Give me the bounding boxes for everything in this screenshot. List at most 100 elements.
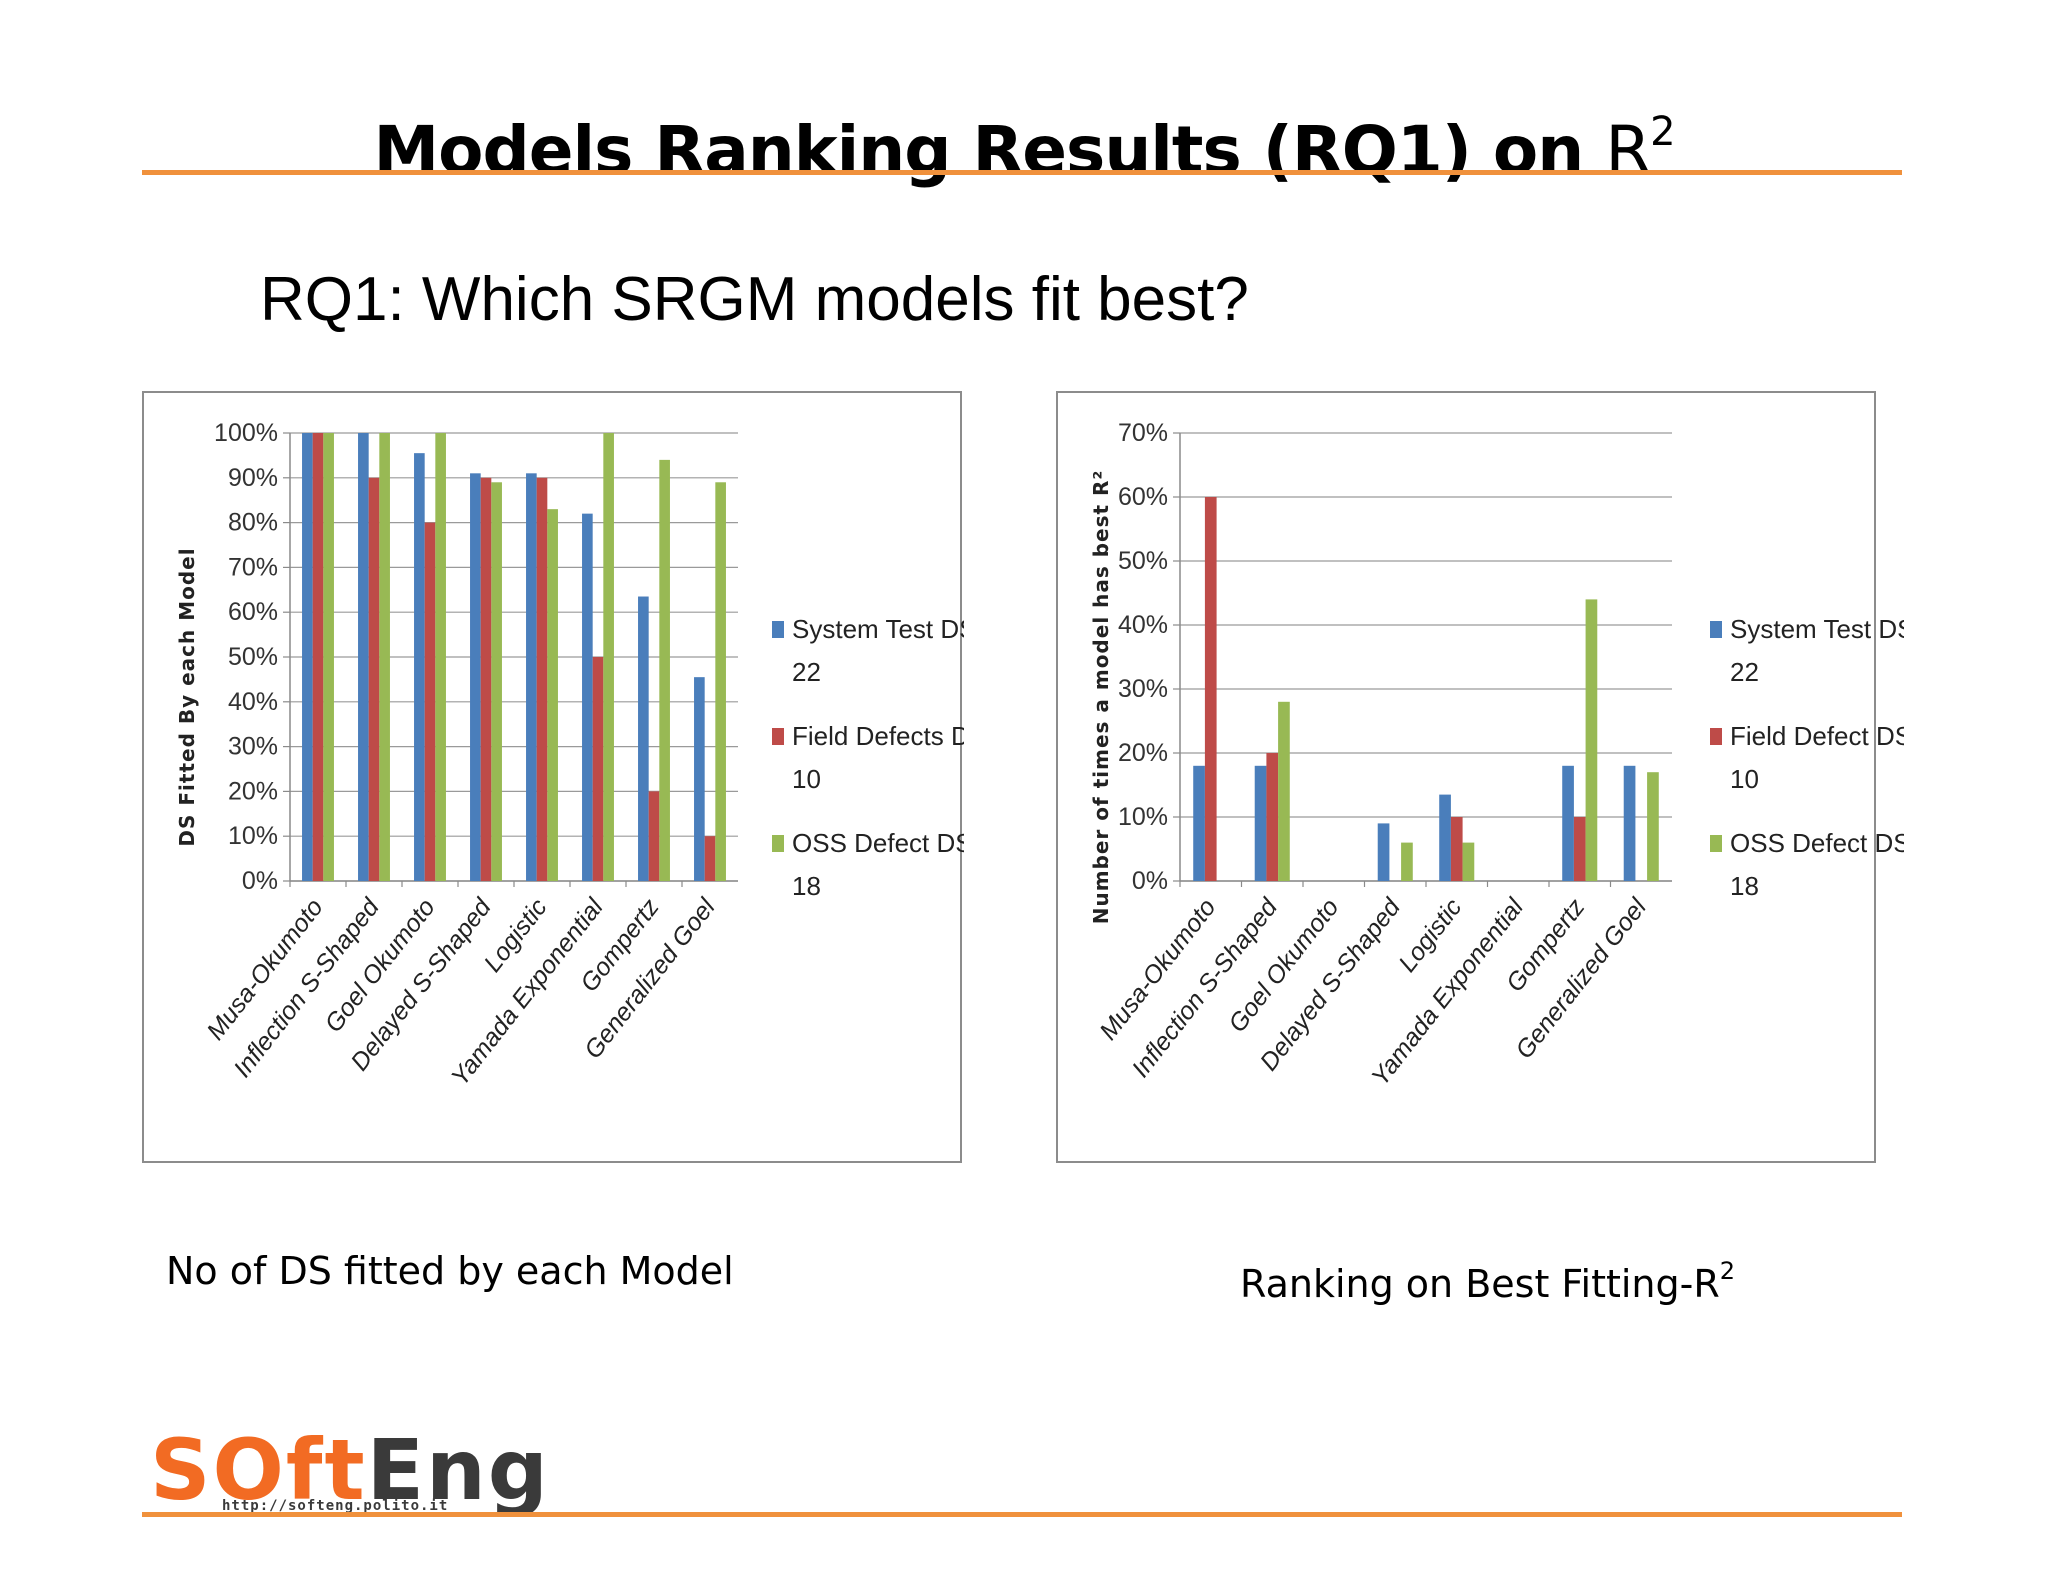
chart1-bar <box>1254 765 1267 881</box>
chart0-ytick-label: 90% <box>228 464 278 492</box>
chart0-ytick-label: 10% <box>228 822 278 850</box>
chart0-legend-label: System Test DS <box>792 614 964 644</box>
chart1-bar <box>1573 817 1586 881</box>
chart1-ytick-label: 20% <box>1118 739 1168 767</box>
chart1-ytick-label: 30% <box>1118 675 1168 703</box>
chart1-ytick-label: 60% <box>1118 483 1168 511</box>
chart0-bar <box>368 477 380 881</box>
chart0-bar <box>379 433 390 881</box>
chart0-legend-count: 22 <box>792 657 821 687</box>
chart1-ytick-label: 40% <box>1118 611 1168 639</box>
chart1-bar <box>1439 794 1451 881</box>
chart1-bar <box>1562 765 1574 881</box>
chart0-bar <box>648 791 660 881</box>
chart0-legend-count: 10 <box>792 764 821 794</box>
chart1-category-label: Goel Okumoto <box>1223 893 1344 1037</box>
chart1-bar <box>1623 765 1636 881</box>
caption-right: Ranking on Best Fitting-R2 <box>1240 1246 1735 1309</box>
chart1-bar <box>1462 842 1475 881</box>
chart0-bar <box>536 477 548 881</box>
chart1-legend-count: 18 <box>1730 871 1759 901</box>
chart0-bar <box>312 433 324 881</box>
slide-title: Models Ranking Results (RQ1) on R2 <box>0 92 2048 191</box>
chart0-bar <box>694 677 705 881</box>
logo-word-orange: SOft <box>150 1421 367 1519</box>
chart0-legend-swatch <box>772 835 784 852</box>
logo-word-dark: Eng <box>366 1421 550 1519</box>
caption-right-text: Ranking on Best Fitting-R <box>1240 1262 1720 1306</box>
chart0-bar <box>302 433 313 881</box>
chart0-bar <box>638 596 649 881</box>
chart0-legend-label: OSS Defect DS <box>792 828 964 858</box>
chart0-bar <box>424 522 436 881</box>
chart1-legend-label: Field Defect DS <box>1730 721 1904 751</box>
logo-wordmark: SOftEng <box>150 1428 570 1512</box>
title-underline <box>142 170 1902 175</box>
chart-best-r2-svg: 0% 10% 20% 30% 40% 50% 60% 70%Number of times a… <box>1089 419 1904 1091</box>
chart0-bar <box>358 433 369 881</box>
chart1-y-axis-label: Number of times a model has best R² <box>1089 470 1113 924</box>
chart0-legend-label: Field Defects DS <box>792 721 964 751</box>
chart0-bar <box>414 453 425 881</box>
chart0-bar <box>715 482 726 881</box>
title-superscript: 2 <box>1650 109 1675 155</box>
chart1-bar <box>1193 765 1205 881</box>
chart1-ytick-label: 10% <box>1118 803 1168 831</box>
chart1-bar <box>1585 599 1598 881</box>
chart-ds-fitted: 0% 10% 20% 30% 40% 50% 60% 70% 80% 90% 100% DS Fitt… <box>142 391 964 1163</box>
chart0-bar <box>480 477 492 881</box>
chart1-ytick-label: 0% <box>1132 867 1168 895</box>
chart1-legend-swatch <box>1710 621 1722 638</box>
chart0-bar <box>659 459 670 881</box>
chart1-bar <box>1647 772 1659 881</box>
chart0-legend-swatch <box>772 728 784 745</box>
chart0-bar <box>592 657 604 881</box>
chart1-bar <box>1278 701 1290 881</box>
chart0-bar <box>704 836 716 881</box>
chart0-ytick-label: 20% <box>228 777 278 805</box>
logo-url: http://softeng.polito.it <box>222 1498 449 1514</box>
chart0-bar <box>323 433 334 881</box>
chart0-ytick-label: 30% <box>228 733 278 761</box>
chart1-bar <box>1204 497 1217 881</box>
chart0-ytick-label: 60% <box>228 598 278 626</box>
chart1-legend-swatch <box>1710 728 1722 745</box>
chart0-ytick-label: 50% <box>228 643 278 671</box>
chart0-ytick-label: 70% <box>228 553 278 581</box>
softeng-logo: SOftEng http://softeng.polito.it <box>150 1428 570 1528</box>
chart-best-r2: 0% 10% 20% 30% 40% 50% 60% 70% Number of times a… <box>1056 391 1904 1163</box>
chart0-legend-swatch <box>772 621 784 638</box>
chart1-legend-label: OSS Defect DS <box>1730 828 1904 858</box>
chart0-bar <box>491 482 502 881</box>
chart1-legend-swatch <box>1710 835 1722 852</box>
chart1-bar <box>1450 817 1463 881</box>
chart1-legend-label: System Test DS <box>1730 614 1904 644</box>
chart1-bar <box>1401 842 1413 881</box>
caption-right-superscript: 2 <box>1719 1257 1736 1285</box>
chart0-bar <box>547 509 558 881</box>
chart1-bar <box>1266 753 1279 881</box>
chart0-bar <box>470 473 481 881</box>
research-question: RQ1: Which SRGM models fit best? <box>260 265 1249 334</box>
chart0-bar <box>603 433 614 881</box>
title-r: R <box>1605 112 1651 189</box>
caption-left: No of DS fitted by each Model <box>166 1249 734 1293</box>
title-text: Models Ranking Results (RQ1) on <box>373 112 1584 189</box>
chart0-ytick-label: 100% <box>214 419 278 447</box>
chart1-legend-count: 22 <box>1730 657 1759 687</box>
chart0-ytick-label: 40% <box>228 688 278 716</box>
chart0-bar <box>435 433 446 881</box>
footer-rule <box>142 1512 1902 1517</box>
chart0-ytick-label: 80% <box>228 509 278 537</box>
chart1-legend-count: 10 <box>1730 764 1759 794</box>
chart0-ytick-label: 0% <box>242 867 278 895</box>
chart1-ytick-label: 50% <box>1118 547 1168 575</box>
chart0-legend-count: 18 <box>792 871 821 901</box>
chart0-y-axis-label: DS Fitted By each Model <box>175 547 199 846</box>
chart0-bar <box>526 473 537 881</box>
chart1-bar <box>1377 823 1390 881</box>
chart0-bar <box>582 513 593 881</box>
chart-ds-fitted-svg: 0% 10% 20% 30% 40% 50% 60% 70% 80% 90% 100% DS Fitt… <box>175 419 964 1091</box>
chart1-ytick-label: 70% <box>1118 419 1168 447</box>
